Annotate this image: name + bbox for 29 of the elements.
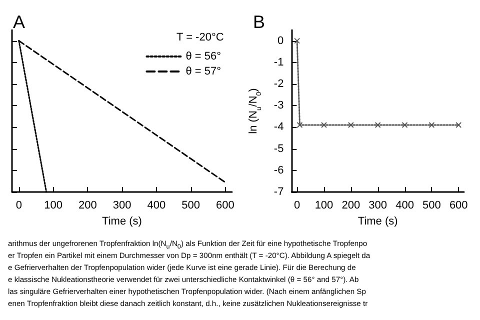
x-tick-label: 500 (422, 200, 441, 212)
y-tick-label: -1 (274, 56, 284, 68)
x-tick-label: 0 (294, 200, 300, 212)
x-tick-label: 100 (44, 200, 62, 212)
y-tick-label: 0 (278, 34, 284, 47)
x-axis-title: Time (s) (358, 216, 398, 228)
y-tick-label: -4 (274, 121, 284, 134)
legend-title: T = -20°C (176, 32, 224, 44)
x-tick-label: 100 (314, 200, 334, 212)
x-tick-label: 200 (78, 200, 97, 212)
x-tick-label: 0 (16, 200, 22, 212)
x-tick-label: 200 (342, 200, 360, 212)
legend-label: θ = 57° (186, 66, 222, 78)
legend-label: θ = 56° (186, 50, 222, 62)
x-tick-label: 600 (216, 200, 234, 212)
y-tick-label: -3 (274, 100, 284, 112)
x-tick-label: 500 (182, 200, 200, 212)
y-tick-label: -5 (274, 142, 284, 155)
y-tick-label: -6 (274, 164, 284, 176)
x-tick-label: 600 (449, 200, 468, 212)
x-tick-label: 400 (147, 200, 166, 212)
chart-title: A (13, 12, 26, 32)
x-tick-label: 300 (368, 200, 388, 212)
chart-title: B (253, 12, 266, 32)
x-tick-label: 400 (396, 200, 414, 212)
x-tick-label: 300 (112, 200, 132, 212)
x-axis-title: Time (s) (102, 216, 142, 228)
y-tick-label: -7 (274, 186, 284, 198)
y-tick-label: -2 (274, 78, 284, 90)
